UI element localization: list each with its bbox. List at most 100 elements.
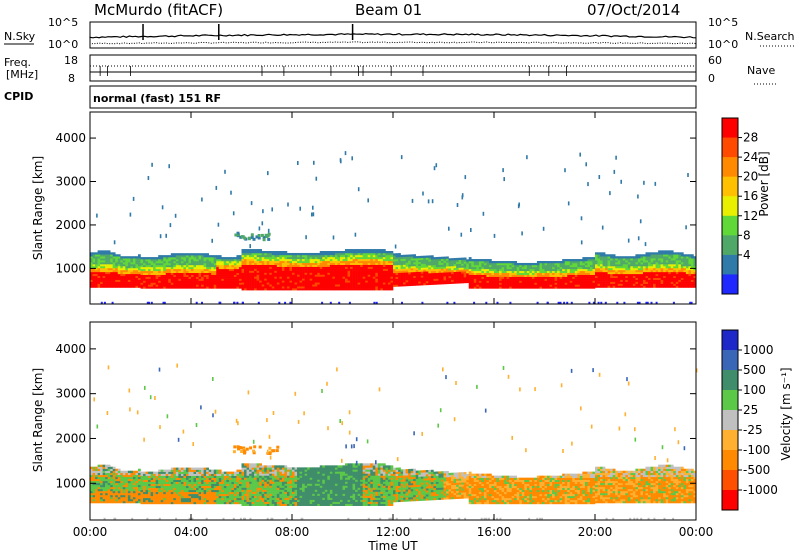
ground-scatter [496, 301, 499, 304]
heatmap-cell [163, 487, 167, 491]
heatmap-cell [185, 282, 189, 285]
heatmap-cell [173, 473, 177, 476]
heatmap-cell [506, 278, 510, 281]
heatmap-cell [468, 276, 472, 279]
heatmap-cell [350, 249, 353, 252]
heatmap-cell [690, 256, 694, 259]
heatmap-cell [385, 280, 389, 283]
heatmap-cell [668, 265, 672, 269]
heatmap-cell [367, 288, 371, 291]
heatmap-cell [307, 284, 310, 287]
scatter-echo [217, 222, 220, 227]
heatmap-cell [155, 471, 159, 474]
heatmap-cell [168, 280, 172, 283]
heatmap-cell [440, 268, 444, 271]
heatmap-cell [408, 272, 411, 275]
heatmap-cell [665, 256, 669, 259]
heatmap-cell [299, 260, 303, 264]
heatmap-cell [557, 264, 560, 268]
heatmap-cell [597, 269, 601, 273]
heatmap-cell [324, 266, 328, 269]
heatmap-cell [153, 280, 156, 283]
heatmap-cell [319, 286, 323, 289]
heatmap-cell [531, 266, 535, 270]
heatmap-cell [446, 258, 449, 261]
heatmap-cell [148, 477, 151, 480]
heatmap-cell [648, 265, 651, 269]
heatmap-cell [143, 483, 146, 487]
scatter-echo [305, 235, 307, 240]
heatmap-cell [122, 275, 126, 279]
heatmap-cell [663, 252, 666, 255]
heatmap-cell [208, 278, 212, 281]
heatmap-cell [165, 270, 169, 274]
heatmap-cell [251, 266, 255, 269]
heatmap-cell [299, 270, 303, 273]
heatmap-cell [117, 256, 121, 259]
heatmap-cell [135, 482, 139, 486]
heatmap-cell [143, 280, 146, 283]
heatmap-cell [688, 262, 692, 265]
heatmap-cell [496, 261, 500, 264]
heatmap-cell [650, 260, 654, 263]
heatmap-cell [145, 479, 149, 482]
heatmap-cell [122, 262, 126, 265]
heatmap-cell [100, 480, 103, 484]
heatmap-cell [461, 279, 464, 282]
heatmap-cell [170, 489, 174, 493]
heatmap-cell [110, 283, 114, 286]
heatmap-cell [385, 286, 389, 289]
heatmap-cell [600, 260, 603, 263]
heatmap-cell [261, 284, 265, 287]
heatmap-cell [398, 264, 401, 268]
heatmap-cell [496, 286, 500, 289]
heatmap-cell [645, 279, 649, 282]
heatmap-cell [382, 270, 386, 273]
heatmap-cell [163, 491, 167, 495]
heatmap-cell [688, 273, 692, 277]
heatmap-cell [516, 268, 520, 272]
heatmap-cell [365, 284, 369, 287]
heatmap-cell [150, 491, 154, 495]
heatmap-cell [428, 257, 432, 260]
heatmap-cell [137, 482, 141, 486]
heatmap-cell [577, 274, 581, 277]
heatmap-cell [246, 286, 250, 289]
heatmap-cell [572, 272, 576, 275]
heatmap-cell [642, 264, 646, 267]
echo-patch [267, 237, 271, 241]
heatmap-cell [95, 275, 98, 279]
heatmap-cell [244, 260, 247, 264]
heatmap-cell [95, 480, 98, 484]
heatmap-cell [228, 270, 232, 274]
heatmap-cell [357, 280, 361, 283]
heatmap-cell [501, 286, 505, 289]
heatmap-cell [693, 283, 697, 286]
heatmap-cell [150, 261, 154, 264]
heatmap-cell [274, 278, 278, 281]
heatmap-cell [648, 273, 651, 277]
heatmap-cell [387, 282, 391, 285]
heatmap-cell [357, 264, 361, 267]
heatmap-cell [201, 274, 204, 277]
heatmap-cell [226, 278, 230, 281]
ground-scatter [162, 301, 165, 304]
heatmap-cell [180, 286, 184, 289]
heatmap-cell [175, 495, 179, 499]
heatmap-cell [332, 260, 336, 264]
heatmap-cell [504, 261, 507, 264]
heatmap-cell [158, 266, 161, 270]
heatmap-cell [620, 285, 624, 288]
heatmap-cell [663, 258, 666, 261]
heatmap-cell [246, 252, 250, 256]
heatmap-cell [360, 286, 363, 289]
heatmap-cell [413, 269, 417, 273]
heatmap-cell [173, 471, 177, 474]
heatmap-cell [600, 275, 603, 279]
heatmap-cell [256, 266, 260, 269]
heatmap-cell [357, 266, 361, 269]
heatmap-cell [458, 267, 462, 270]
heatmap-cell [345, 258, 348, 262]
heatmap-cell [453, 269, 457, 272]
heatmap-cell [163, 257, 167, 260]
